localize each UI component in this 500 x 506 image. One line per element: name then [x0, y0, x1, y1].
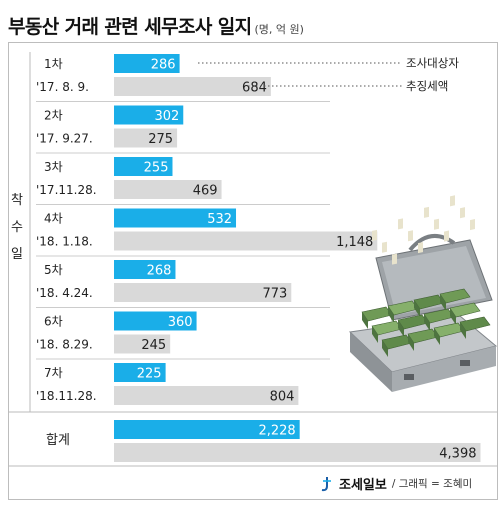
bar-collected: [114, 128, 178, 148]
bar-collected-value: 4,398: [439, 447, 476, 462]
chart-header: 부동산 거래 관련 세무조사 일지 (명, 억 원): [8, 12, 304, 39]
bar-investigated-value: 2,228: [258, 424, 295, 439]
round-date-label: '17. 9.27.: [36, 132, 93, 146]
bar-collected: [114, 283, 292, 302]
side-label-char: 착: [11, 193, 23, 208]
chart-title: 부동산 거래 관련 세무조사 일지: [8, 16, 252, 38]
legend-collected: 추징세액: [406, 79, 448, 93]
bar-investigated-value: 268: [147, 264, 172, 279]
bar-collected: [114, 231, 378, 251]
bar-collected-value: 469: [193, 184, 218, 199]
side-label-char: 일: [11, 247, 23, 262]
logo-icon: [318, 476, 334, 492]
chart-panel: [8, 42, 498, 500]
round-label: 5차: [44, 263, 63, 277]
round-label: 6차: [44, 315, 63, 329]
bar-investigated: [114, 311, 197, 331]
bar-collected: [114, 443, 481, 462]
round-date-label: '17. 8. 9.: [36, 80, 89, 94]
unit-note: (명, 억 원): [254, 23, 304, 36]
round-label: 4차: [44, 212, 63, 226]
bar-collected-value: 1,148: [336, 235, 373, 250]
bar-investigated: [114, 105, 184, 125]
bar-collected: [114, 77, 271, 96]
bar-collected: [114, 180, 222, 199]
bar-investigated: [114, 260, 176, 279]
legend-investigated: 조사대상자: [406, 56, 459, 70]
cash-briefcase-illustration: [348, 195, 498, 392]
bar-investigated-value: 255: [144, 161, 169, 176]
bar-collected: [114, 334, 171, 354]
round-label: 2차: [44, 109, 63, 123]
round-date-label: '18. 4.24.: [36, 286, 93, 300]
round-label: 7차: [44, 366, 63, 380]
bar-investigated: [114, 54, 180, 73]
bar-investigated: [114, 208, 237, 228]
bar-investigated-value: 302: [154, 109, 179, 124]
bar-collected-value: 773: [262, 287, 287, 302]
bar-investigated: [114, 157, 173, 176]
bar-investigated: [114, 363, 166, 382]
round-label: 1차: [44, 57, 63, 71]
bar-investigated: [114, 420, 300, 439]
bar-investigated-value: 532: [207, 212, 232, 227]
round-date-label: '18. 1.18.: [36, 235, 93, 249]
bar-investigated-value: 225: [137, 367, 162, 382]
round-date-label: '17.11.28.: [36, 183, 97, 197]
bar-collected: [114, 386, 299, 405]
bar-collected-value: 275: [148, 132, 173, 147]
bar-collected-value: 245: [141, 338, 166, 353]
round-date-label: '18.11.28.: [36, 389, 97, 403]
bar-collected-value: 684: [242, 81, 267, 96]
bar-investigated-value: 360: [168, 315, 193, 330]
footer: 조세일보 / 그래픽 = 조혜미: [318, 474, 472, 493]
total-label: 합계: [46, 433, 70, 448]
bar-investigated-value: 286: [151, 58, 176, 73]
round-date-label: '18. 8.29.: [36, 338, 93, 352]
bar-collected-value: 804: [270, 390, 295, 405]
side-label-char: 수: [11, 220, 23, 235]
brand-name: 조세일보: [339, 478, 387, 493]
round-label: 3차: [44, 160, 63, 174]
graphic-credit: / 그래픽 = 조혜미: [391, 478, 473, 490]
